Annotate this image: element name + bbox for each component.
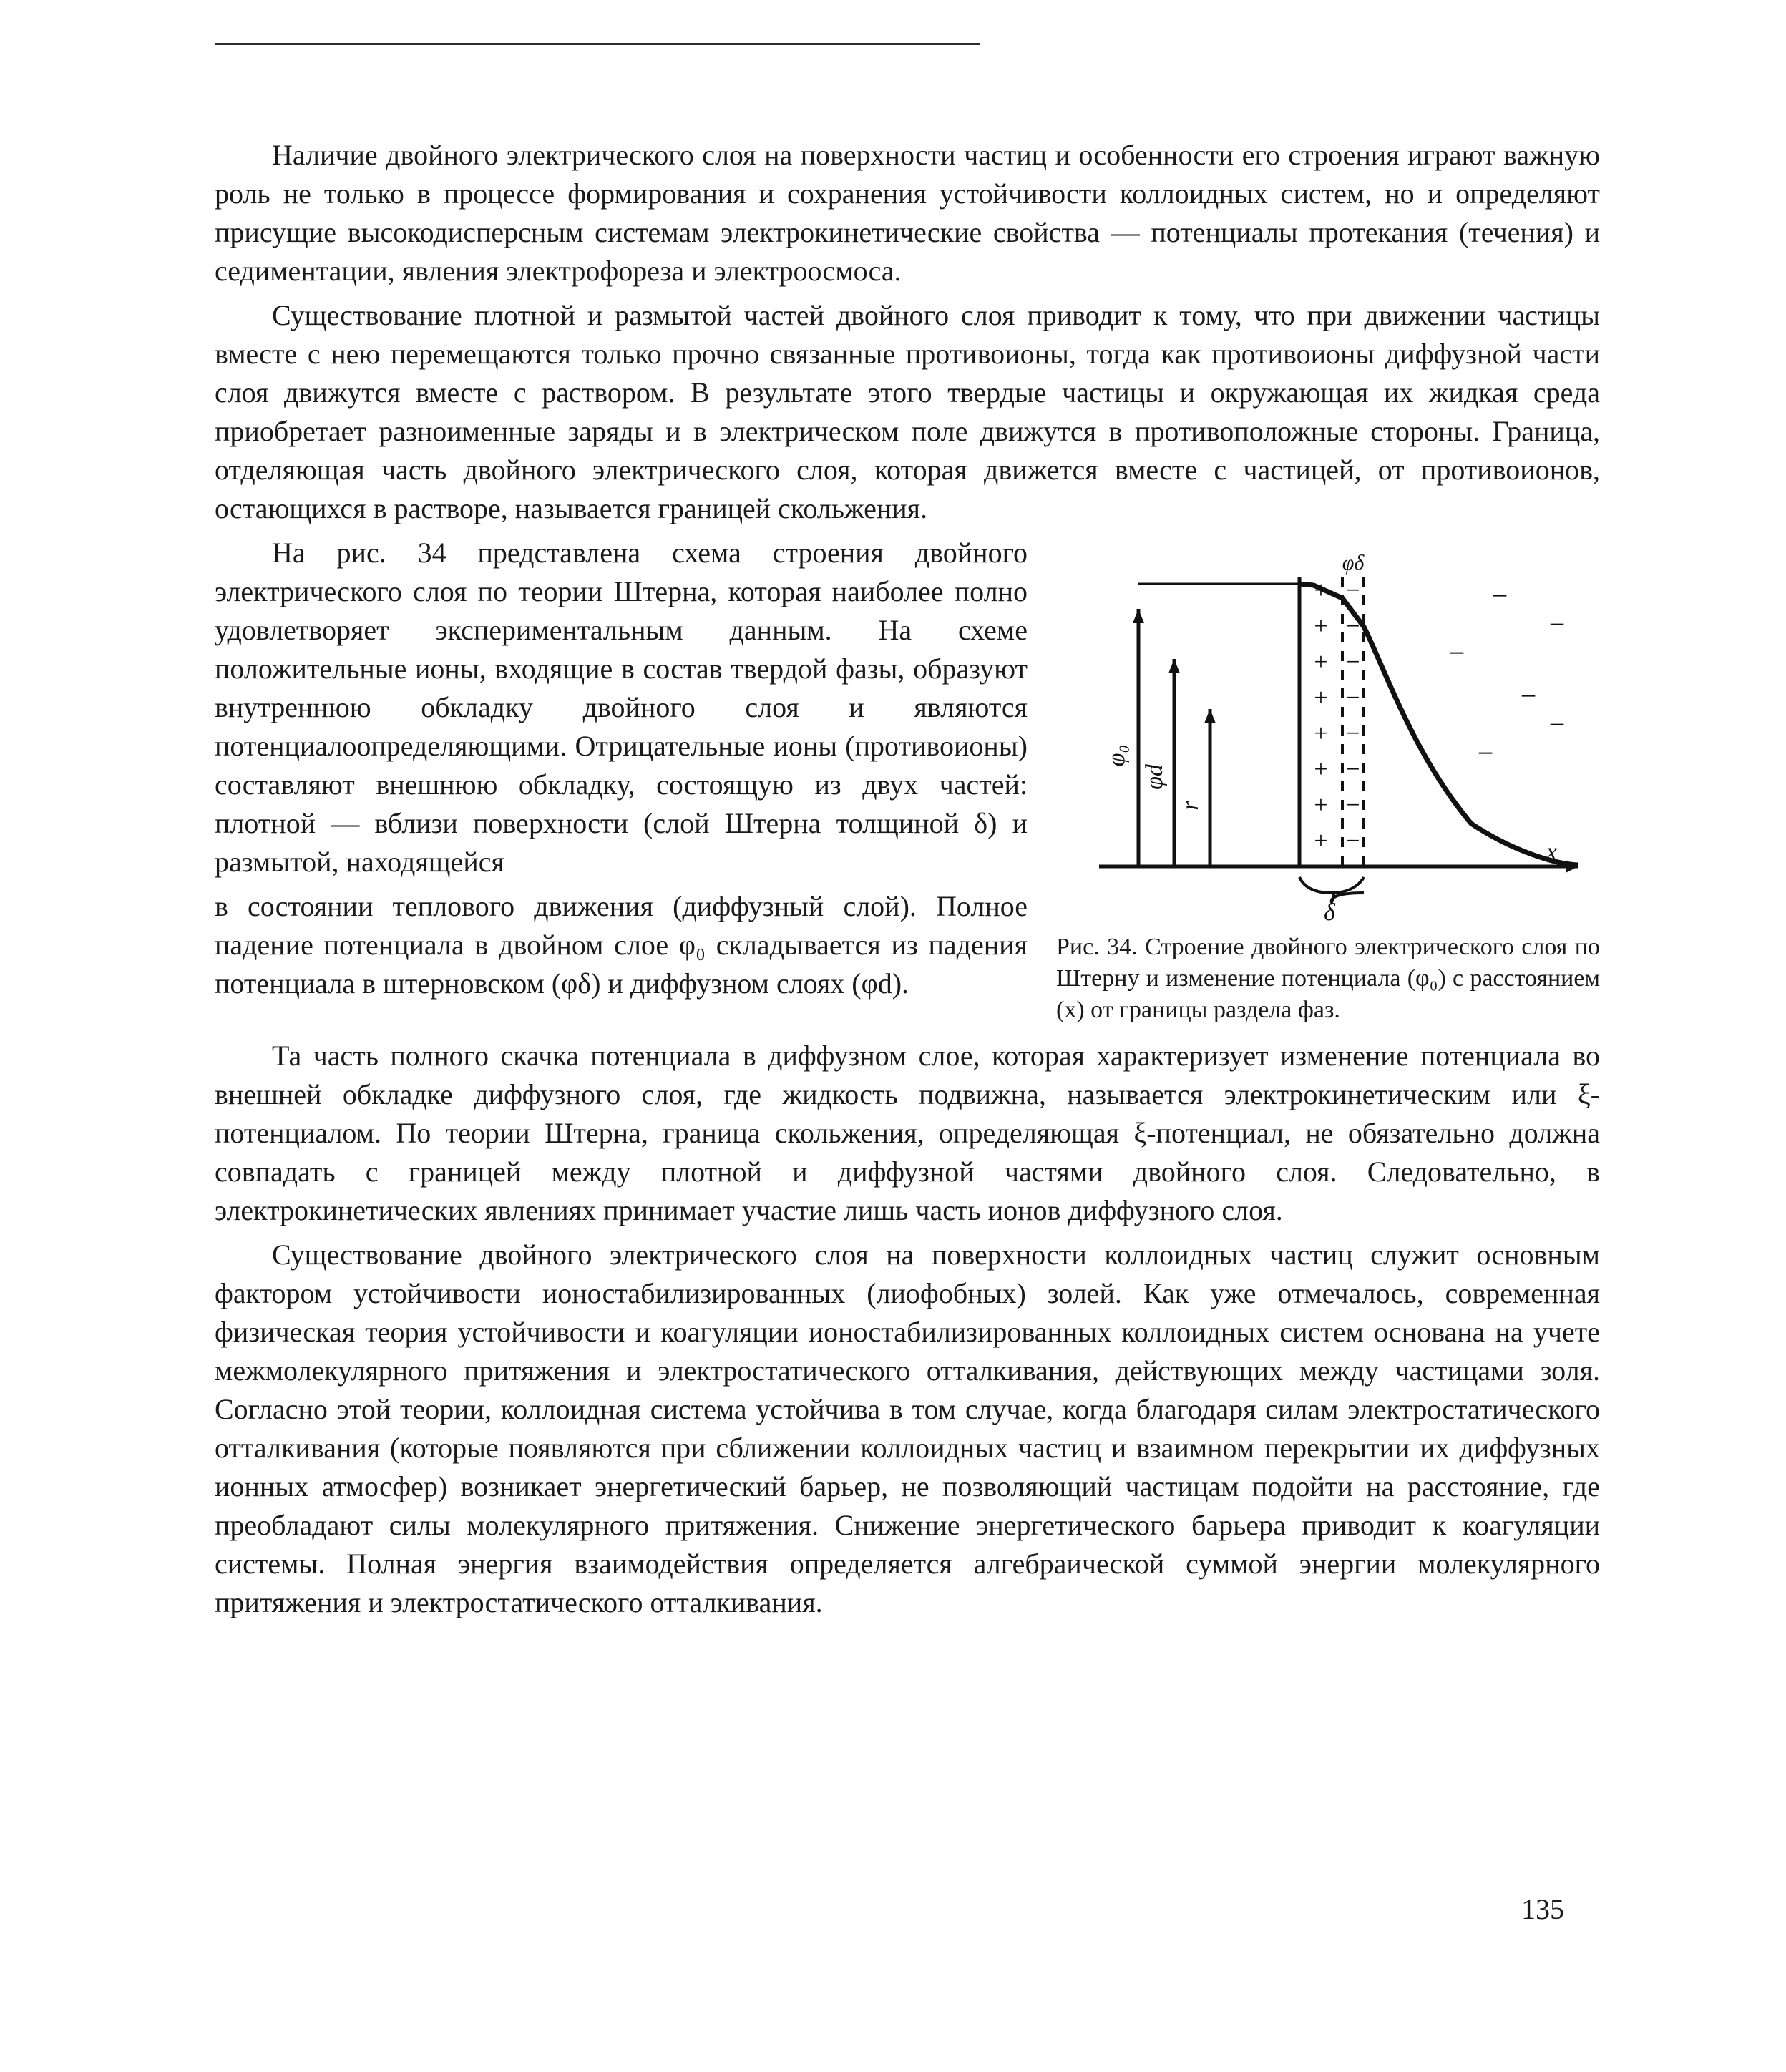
svg-text:−: − (1346, 685, 1360, 711)
svg-text:φd: φd (1141, 763, 1168, 790)
svg-text:+: + (1314, 828, 1327, 854)
svg-text:−: − (1346, 828, 1360, 854)
svg-text:+: + (1314, 577, 1327, 604)
svg-text:+: + (1314, 720, 1327, 747)
svg-text:r: r (1177, 801, 1204, 811)
svg-text:+: + (1314, 756, 1327, 783)
svg-text:+: + (1314, 685, 1327, 711)
page: Наличие двойного электрического слоя на … (0, 0, 1786, 2072)
top-rule (215, 43, 980, 45)
svg-text:x: x (1546, 839, 1557, 865)
page-number: 135 (1521, 1890, 1564, 1929)
svg-text:φδ: φδ (1342, 551, 1365, 575)
svg-text:−: − (1492, 580, 1508, 612)
paragraph: Та часть полного скачка потенциала в диф… (215, 1037, 1600, 1230)
svg-text:−: − (1549, 608, 1566, 640)
paragraph: Существование двойного электрического сл… (215, 1236, 1600, 1622)
svg-text:−: − (1346, 792, 1360, 818)
paragraph: Наличие двойного электрического слоя на … (215, 136, 1600, 290)
svg-text:−: − (1346, 613, 1360, 640)
svg-text:−: − (1346, 756, 1360, 783)
svg-text:−: − (1449, 637, 1465, 669)
svg-text:+: + (1314, 613, 1327, 640)
svg-text:−: − (1521, 680, 1537, 712)
svg-text:−: − (1549, 708, 1566, 741)
svg-text:−: − (1346, 720, 1360, 747)
svg-text:+: + (1314, 792, 1327, 818)
stern-layer-svg: ++ ++ ++ ++ −− −− −− −− − − − − (1056, 541, 1600, 927)
figure-34: ++ ++ ++ ++ −− −− −− −− − − − − (1056, 541, 1600, 1027)
paragraph: Существование плотной и размытой частей … (215, 296, 1600, 528)
svg-text:−: − (1478, 737, 1494, 769)
svg-text:+: + (1314, 649, 1327, 675)
svg-text:−: − (1346, 649, 1360, 675)
figure-34-diagram: ++ ++ ++ ++ −− −− −− −− − − − − (1056, 541, 1600, 927)
svg-text:−: − (1346, 577, 1360, 604)
svg-text:δ: δ (1324, 899, 1336, 926)
svg-text:φ₀: φ₀ (1103, 745, 1130, 767)
figure-34-caption: Рис. 34. Строение двойного электрическог… (1056, 932, 1600, 1027)
